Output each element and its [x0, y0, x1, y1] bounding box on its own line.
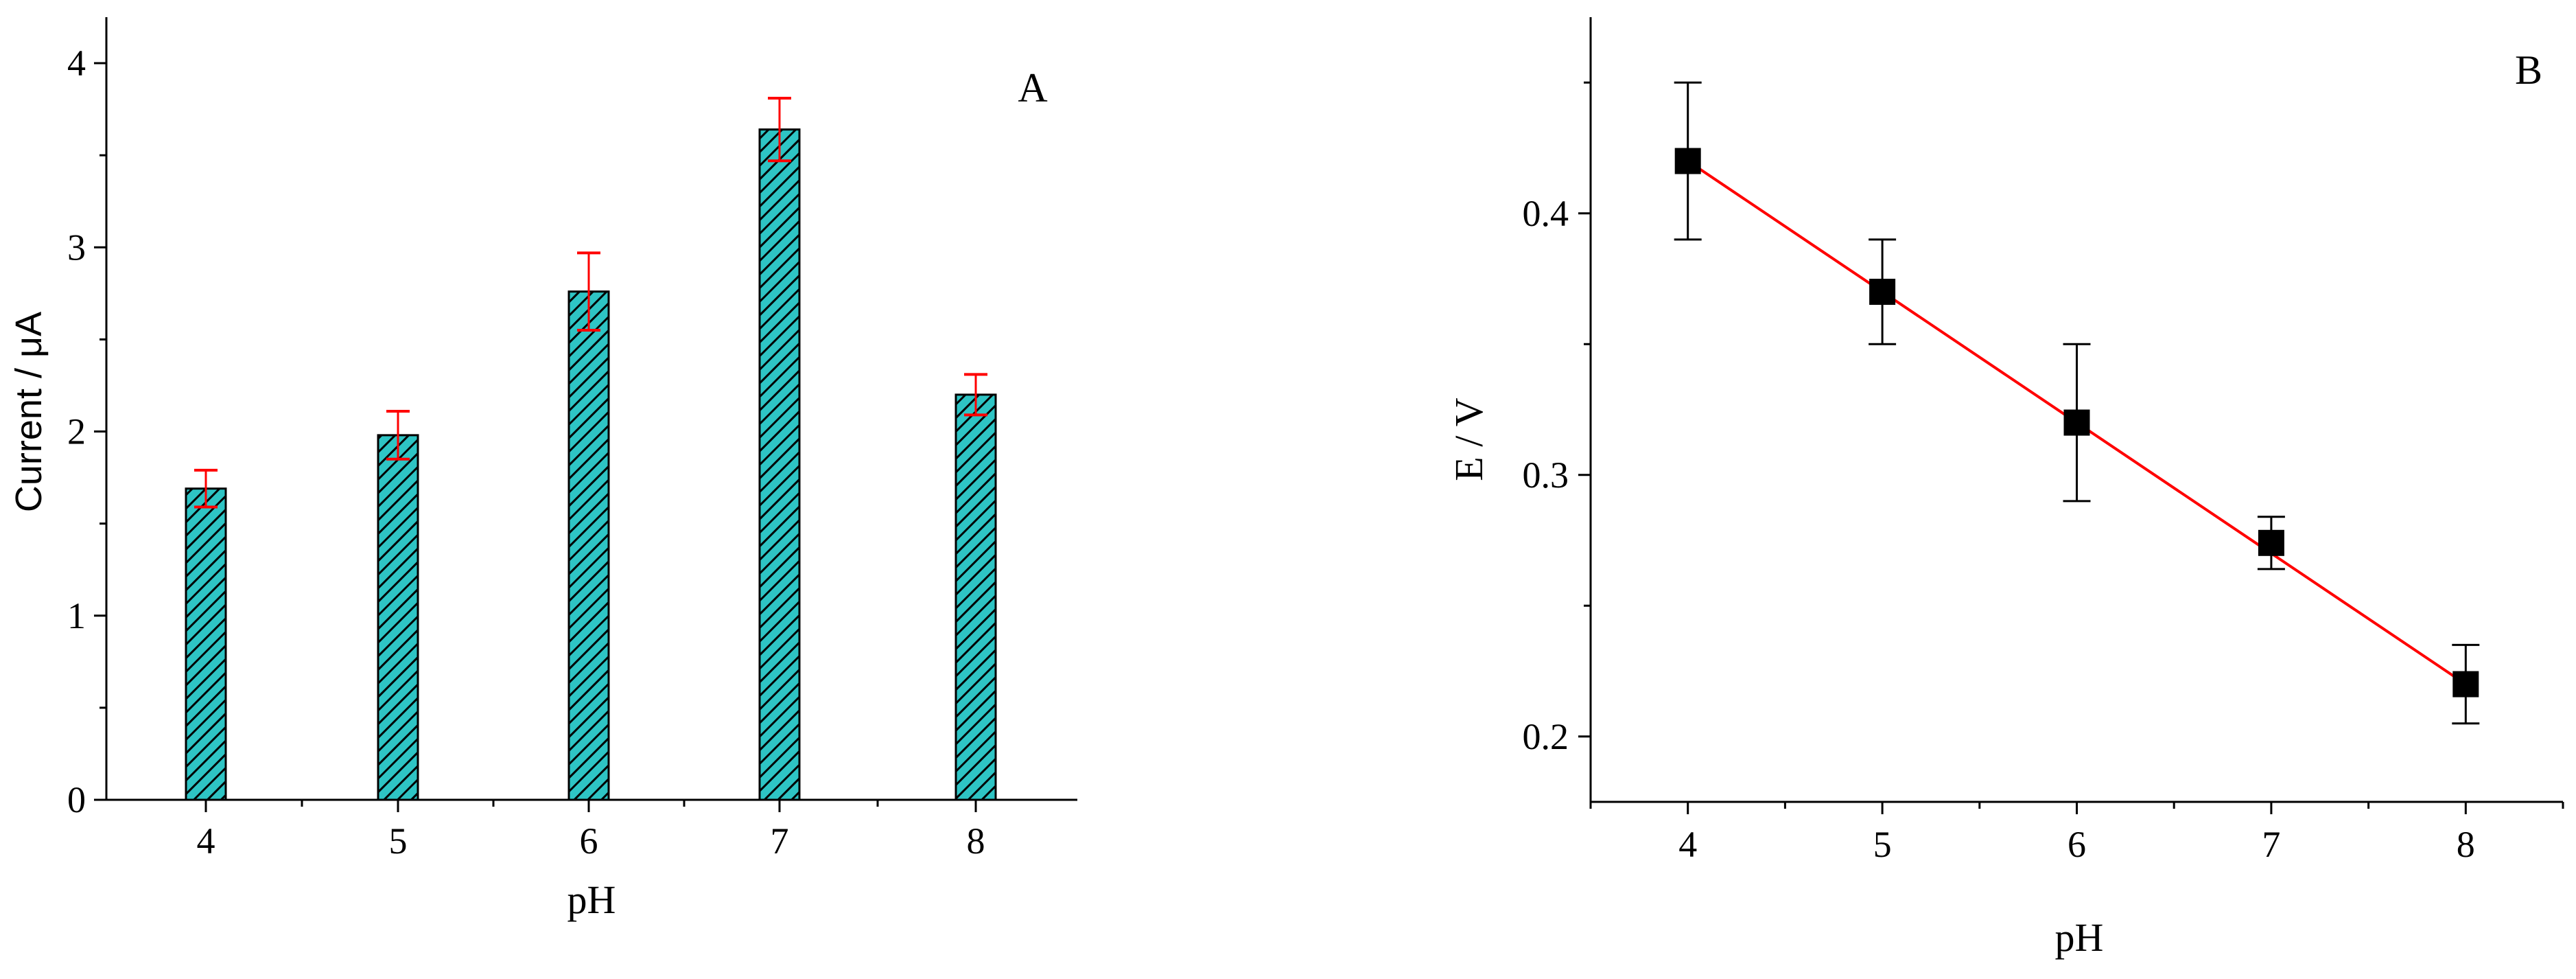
x-tick-label: 5 [1873, 824, 1892, 865]
data-point-ph-4 [1674, 148, 1701, 174]
y-tick-label: 0.4 [1523, 193, 1569, 234]
bar-ph-6 [567, 290, 610, 801]
x-tick-label: 8 [2457, 824, 2475, 865]
y-tick-label: 1 [67, 595, 86, 636]
y-tick-label: 3 [67, 227, 86, 268]
y-tick-label: 0.2 [1523, 716, 1569, 757]
x-tick-label: 8 [967, 820, 985, 862]
data-point-ph-7 [2258, 529, 2284, 556]
y-axis-ticks: 0.2 0.3 0.4 [1523, 81, 1591, 757]
y-tick-label: 0.3 [1523, 454, 1569, 496]
y-axis-ticks: 0 1 2 3 4 [67, 43, 106, 820]
panel-label-b: B [2515, 47, 2542, 93]
x-tick-label: 6 [580, 820, 598, 862]
y-axis-title: E / V [1447, 398, 1491, 481]
bar-series [185, 128, 997, 801]
error-bar-ph-6 [577, 251, 600, 332]
x-tick-label: 7 [771, 820, 789, 862]
x-axis-title: pH [2055, 915, 2104, 960]
y-tick-label: 4 [67, 43, 86, 84]
bar-ph-8 [955, 393, 997, 801]
panel-label-a: A [1018, 65, 1047, 111]
y-tick-label: 2 [67, 411, 86, 452]
x-tick-label: 4 [197, 820, 215, 862]
error-bars [1674, 81, 2480, 725]
data-point-ph-6 [2063, 409, 2090, 436]
x-axis-title: pH [567, 877, 616, 922]
x-tick-label: 4 [1678, 824, 1697, 865]
data-points [1674, 148, 2479, 698]
error-bar-ph-7 [768, 97, 791, 163]
panel-b-scatter-chart: 0.2 0.3 0.4 4 5 6 7 8 pH E / V B [1447, 17, 2564, 960]
bar-ph-4 [185, 487, 227, 801]
data-point-ph-8 [2452, 671, 2479, 698]
error-bar-ph-4 [194, 468, 218, 509]
bar-ph-5 [377, 434, 419, 801]
x-tick-label: 5 [389, 820, 408, 862]
y-axis-title: Current / μA [8, 312, 49, 512]
x-axis-ticks: 4 5 6 7 8 [197, 800, 985, 862]
data-point-ph-5 [1869, 279, 1896, 306]
x-tick-label: 7 [2262, 824, 2280, 865]
error-bar-ph-5 [386, 410, 410, 461]
panel-a-bar-chart: 0 1 2 3 4 4 5 6 7 8 pH Current / μA A [8, 17, 1077, 922]
x-tick-label: 6 [2068, 824, 2086, 865]
bar-ph-7 [758, 128, 801, 801]
error-bar-ph-8 [964, 373, 987, 417]
y-tick-label: 0 [67, 779, 86, 820]
x-axis-ticks: 4 5 6 7 8 [1589, 802, 2564, 865]
error-bars [194, 97, 987, 509]
